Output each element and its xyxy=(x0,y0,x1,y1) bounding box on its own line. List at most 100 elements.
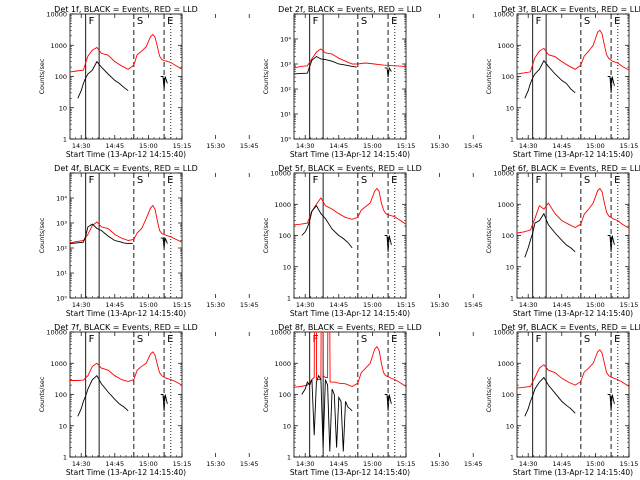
series-group xyxy=(517,29,629,99)
marker-tag-f: F xyxy=(313,175,319,186)
events-series-line xyxy=(384,394,392,411)
x-tick-label: 15:45 xyxy=(240,301,259,309)
y-tick-label: 10¹ xyxy=(56,270,67,278)
marker-tag-f: F xyxy=(536,334,542,345)
series-group xyxy=(517,349,629,417)
x-tick-label: 15:15 xyxy=(173,460,192,468)
x-tick-label: 15:00 xyxy=(586,301,605,309)
y-axis-label: Counts/sec xyxy=(485,376,493,412)
y-tick-label: 1000 xyxy=(50,42,67,50)
panel-det-8: Det 8f, BLACK = Events, RED = LLD 1 10 100 1… xyxy=(262,323,483,477)
y-tick-label: 1 xyxy=(63,454,67,462)
marker-tag-e: E xyxy=(391,16,397,27)
x-tick-label: 14:30 xyxy=(72,301,91,309)
panel-title: Det 2f, BLACK = Events, RED = LLD xyxy=(278,5,422,14)
events-series-line xyxy=(384,235,392,252)
marker-tag-s: S xyxy=(584,175,590,186)
events-series-line xyxy=(77,60,129,99)
events-series-line xyxy=(384,66,392,78)
y-tick-label: 10 xyxy=(283,422,291,430)
x-tick-label: 14:45 xyxy=(552,460,571,468)
y-tick-label: 10² xyxy=(56,245,67,253)
x-axis-label: Start Time (13-Apr-12 14:15:40) xyxy=(66,309,186,318)
x-tick-label: 15:00 xyxy=(139,460,158,468)
y-tick-label: 1000 xyxy=(274,201,291,209)
lld-series-line xyxy=(70,33,182,73)
marker-tag-s: S xyxy=(361,175,367,186)
y-tick-label: 1 xyxy=(287,454,291,462)
panel-title: Det 3f, BLACK = Events, RED = LLD xyxy=(501,5,640,14)
y-tick-label: 100 xyxy=(502,391,514,399)
series-group xyxy=(294,332,406,452)
x-tick-label: 14:45 xyxy=(329,460,348,468)
y-tick-label: 10 xyxy=(59,104,67,112)
panel-title: Det 6f, BLACK = Events, RED = LLD xyxy=(501,164,640,173)
y-axis-label: Counts/sec xyxy=(485,58,493,94)
y-tick-label: 10² xyxy=(280,86,291,94)
events-series-line xyxy=(301,374,353,452)
y-tick-label: 1000 xyxy=(497,360,514,368)
x-axis-label: Start Time (13-Apr-12 14:15:40) xyxy=(290,309,410,318)
x-axis-label: Start Time (13-Apr-12 14:15:40) xyxy=(513,309,633,318)
y-axis-label: Counts/sec xyxy=(262,376,270,412)
y-tick-label: 10 xyxy=(283,263,291,271)
lld-series-line xyxy=(517,349,629,389)
marker-tag-e: E xyxy=(167,334,173,345)
series-group xyxy=(70,204,182,249)
events-series-line xyxy=(607,76,615,93)
x-tick-label: 15:00 xyxy=(363,301,382,309)
x-tick-label: 15:00 xyxy=(586,142,605,150)
x-tick-label: 14:45 xyxy=(105,460,124,468)
y-tick-label: 10000 xyxy=(270,329,291,337)
events-series-line xyxy=(160,237,168,249)
marker-tag-s: S xyxy=(361,334,367,345)
marker-tag-f: F xyxy=(313,334,319,345)
marker-tag-e: E xyxy=(614,16,620,27)
lld-series-line xyxy=(294,48,406,69)
events-series-line xyxy=(524,59,576,99)
series-group xyxy=(70,33,182,99)
panel-title: Det 1f, BLACK = Events, RED = LLD xyxy=(54,5,198,14)
y-tick-label: 100 xyxy=(502,232,514,240)
x-tick-label: 15:15 xyxy=(397,142,416,150)
y-tick-label: 1 xyxy=(63,136,67,144)
panel-det-6: Det 6f, BLACK = Events, RED = LLD 1 10 100 1… xyxy=(485,164,640,318)
x-axis-label: Start Time (13-Apr-12 14:15:40) xyxy=(290,468,410,477)
y-tick-label: 10 xyxy=(59,422,67,430)
panel-det-5: Det 5f, BLACK = Events, RED = LLD 1 10 100 1… xyxy=(262,164,483,318)
y-tick-label: 100 xyxy=(279,391,291,399)
y-axis-label: Counts/sec xyxy=(485,217,493,253)
panel-title: Det 7f, BLACK = Events, RED = LLD xyxy=(54,323,198,332)
marker-tag-e: E xyxy=(391,334,397,345)
x-tick-label: 15:30 xyxy=(430,301,449,309)
x-tick-label: 15:30 xyxy=(206,460,225,468)
y-tick-label: 10000 xyxy=(270,170,291,178)
x-tick-label: 15:00 xyxy=(139,142,158,150)
lld-series-line xyxy=(70,204,182,244)
y-tick-label: 100 xyxy=(502,73,514,81)
marker-tag-e: E xyxy=(614,175,620,186)
y-axis-label: Counts/sec xyxy=(262,217,270,253)
y-tick-label: 10 xyxy=(506,422,514,430)
x-tick-label: 14:30 xyxy=(296,460,315,468)
x-axis-label: Start Time (13-Apr-12 14:15:40) xyxy=(513,468,633,477)
y-tick-label: 1 xyxy=(510,454,514,462)
y-axis-label: Counts/sec xyxy=(38,376,46,412)
y-tick-label: 1000 xyxy=(50,360,67,368)
x-tick-label: 15:15 xyxy=(397,301,416,309)
x-tick-label: 15:00 xyxy=(586,460,605,468)
lld-series-line xyxy=(294,187,406,226)
panel-title: Det 9f, BLACK = Events, RED = LLD xyxy=(501,323,640,332)
events-series-line xyxy=(301,204,353,249)
series-group xyxy=(70,351,182,417)
x-tick-label: 15:45 xyxy=(464,142,483,150)
x-tick-label: 14:30 xyxy=(72,460,91,468)
events-series-line xyxy=(70,223,133,245)
lld-series-line xyxy=(70,351,182,386)
panel-det-1: Det 1f, BLACK = Events, RED = LLD 1 10 100 1… xyxy=(38,5,259,159)
y-tick-label: 10000 xyxy=(46,11,67,19)
events-series-line xyxy=(524,212,576,258)
events-series-line xyxy=(77,374,129,417)
marker-tag-e: E xyxy=(167,16,173,27)
